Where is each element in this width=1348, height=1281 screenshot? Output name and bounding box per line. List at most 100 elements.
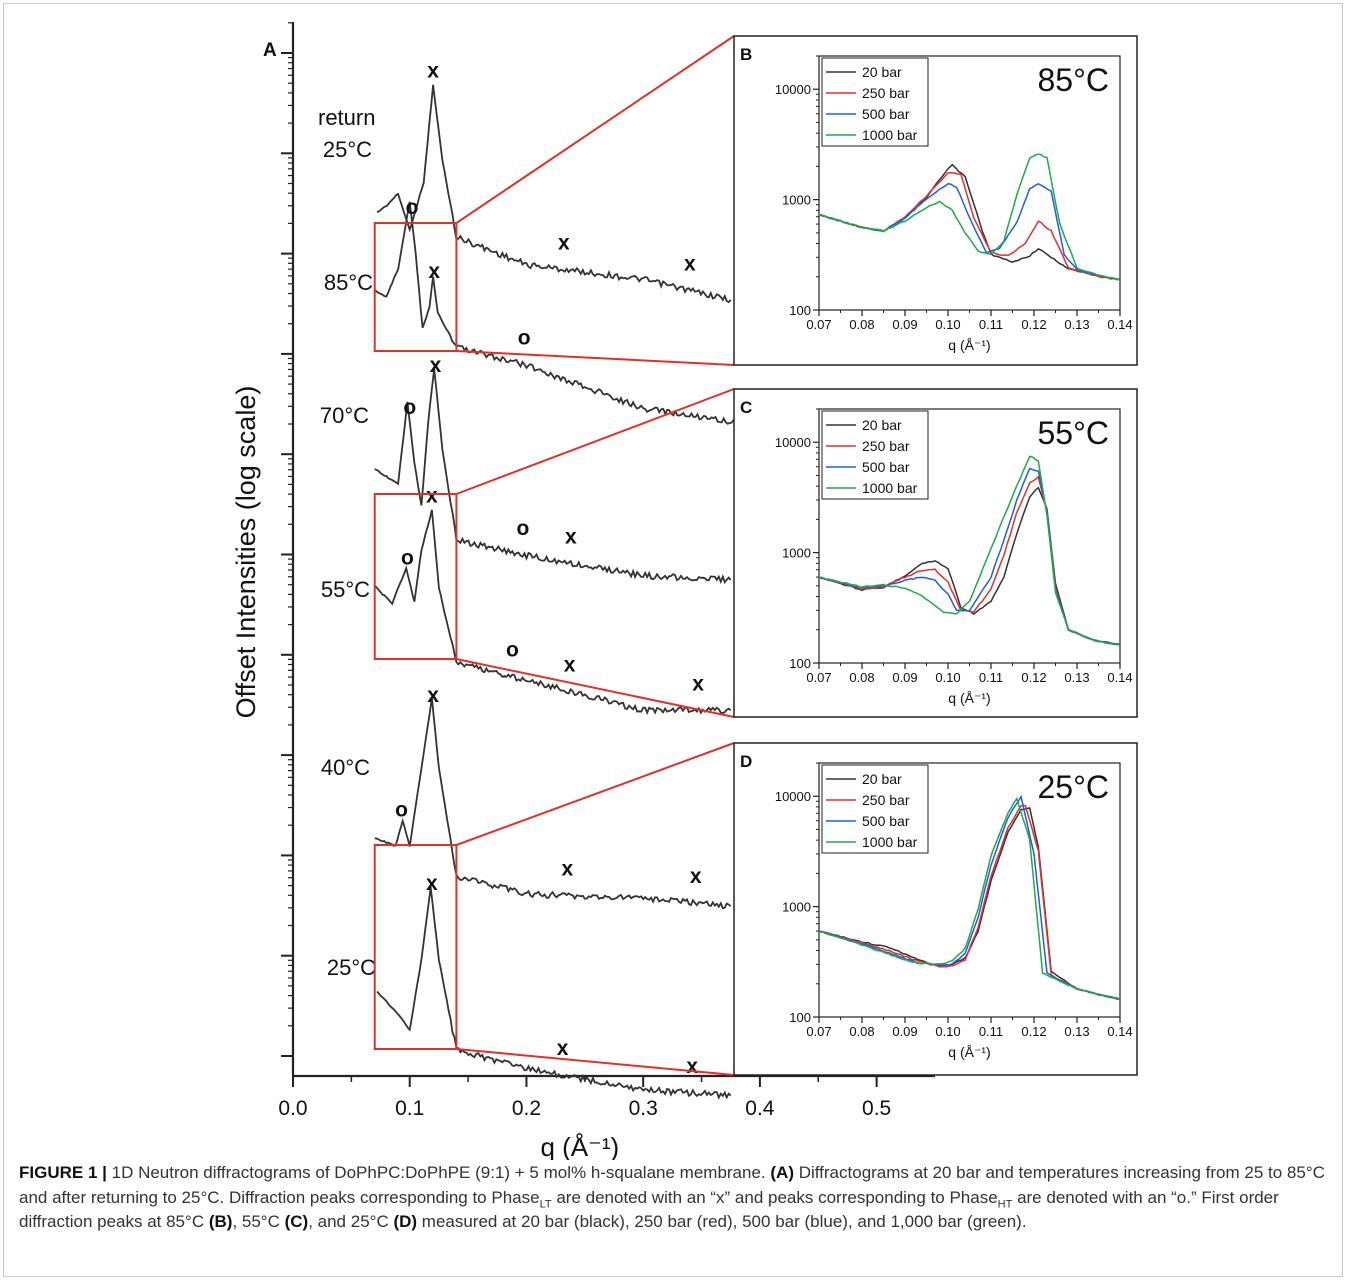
inset-legend-label: 1000 bar <box>862 480 918 496</box>
figure-canvas: 0.0 0.1 0.2 0.3 0.4 0.5 q (Å⁻¹) Offset Intensit… <box>231 22 1138 1160</box>
figure-frame <box>3 3 1343 1277</box>
inset-x-tick-label: 0.12 <box>1021 1024 1046 1039</box>
panel-a-series-label: 70°C <box>320 403 369 428</box>
panel-a-y-axis-label: Offset Intensities (log scale) <box>231 386 261 719</box>
peak-marker-o: o <box>406 196 419 219</box>
inset-temperature-title: 55°C <box>1038 415 1110 451</box>
panel-a-series-label-top: return <box>318 105 375 130</box>
panel-a-series-label: 25°C <box>327 955 376 980</box>
inset-x-tick-label: 0.12 <box>1021 317 1046 332</box>
inset-series-line <box>818 153 1121 281</box>
caption-text-6: , and 25°C <box>308 1212 394 1231</box>
inset-x-tick-label: 0.09 <box>892 1024 917 1039</box>
panel-a-x-axis-label: q (Å⁻¹) <box>540 1132 619 1160</box>
panel-a-series-label: 40°C <box>321 755 370 780</box>
caption-ref-b: (B) <box>208 1212 233 1231</box>
caption-sub-lt: LT <box>539 1197 552 1210</box>
caption-ref-d: (D) <box>393 1212 418 1231</box>
zoom-connectors <box>455 35 735 1076</box>
inset-legend-label: 20 bar <box>862 417 902 433</box>
inset-x-tick-label: 0.10 <box>935 1024 960 1039</box>
caption-text-5: , 55°C <box>232 1212 285 1231</box>
inset-series-line <box>818 455 1121 646</box>
peak-marker-o: o <box>401 547 414 570</box>
inset-legend-label: 500 bar <box>862 106 910 122</box>
panel-a-x-tick-label: 0.4 <box>745 1097 775 1120</box>
inset-frame <box>733 388 1138 718</box>
inset-y-tick-label: 10000 <box>775 82 811 97</box>
inset-y-tick-label: 1000 <box>782 900 811 915</box>
inset-x-tick-label: 0.08 <box>849 317 874 332</box>
peak-marker-x: x <box>690 865 702 888</box>
panel-c: C 55°C 0.07 0.08 0.09 0.10 0.11 0.12 0.13 0.14 q (… <box>733 388 1138 718</box>
panel-a-x-tick-label: 0.1 <box>395 1097 424 1120</box>
inset-x-tick-label: 0.10 <box>935 670 960 685</box>
zoom-connector-top <box>455 35 735 224</box>
panel-a-trace <box>374 697 732 910</box>
panel-a-series-label: 85°C <box>324 270 373 295</box>
peak-marker-o: o <box>518 327 531 350</box>
peak-marker-x: x <box>558 231 570 254</box>
panel-a-trace <box>374 509 732 716</box>
inset-legend-label: 20 bar <box>862 64 902 80</box>
inset-x-tick-label: 0.07 <box>806 317 831 332</box>
zoom-box <box>373 844 458 1050</box>
inset-legend-label: 20 bar <box>862 771 902 787</box>
zoom-connector-top <box>456 742 735 846</box>
inset-panel-letter: C <box>740 398 752 417</box>
inset-y-tick-label: 1000 <box>782 546 811 561</box>
zoom-connector-bottom <box>456 658 735 718</box>
inset-x-tick-label: 0.11 <box>979 317 1003 332</box>
zoom-box <box>373 222 458 352</box>
panel-a-x-tick-label: 0.3 <box>629 1097 658 1120</box>
peak-marker-x: x <box>564 653 576 676</box>
inset-x-tick-label: 0.13 <box>1064 1024 1089 1039</box>
inset-y-tick-label: 1000 <box>782 193 811 208</box>
peak-marker-x: x <box>427 59 439 82</box>
panel-a-letter: A <box>263 40 277 61</box>
inset-x-tick-label: 0.14 <box>1107 670 1132 685</box>
inset-x-tick-label: 0.14 <box>1107 317 1132 332</box>
inset-y-tick-label: 100 <box>789 1010 811 1025</box>
inset-x-tick-label: 0.10 <box>935 317 960 332</box>
peak-marker-x: x <box>557 1037 569 1060</box>
zoom-connector-bottom <box>456 350 735 366</box>
peak-marker-o: o <box>403 396 416 419</box>
inset-x-tick-label: 0.13 <box>1064 317 1089 332</box>
peak-marker-x: x <box>430 354 442 377</box>
peak-marker-x: x <box>684 252 696 275</box>
inset-legend-label: 250 bar <box>862 438 910 454</box>
inset-x-tick-label: 0.11 <box>979 670 1003 685</box>
panel-a-trace <box>376 84 732 304</box>
caption-ref-c: (C) <box>284 1212 309 1231</box>
zoom-connector-bottom <box>456 1048 735 1076</box>
inset-frame <box>733 742 1138 1076</box>
inset-legend-label: 500 bar <box>862 813 910 829</box>
inset-legend-label: 500 bar <box>862 459 910 475</box>
inset-x-tick-label: 0.07 <box>806 1024 831 1039</box>
panel-a-trace <box>374 368 732 585</box>
inset-y-tick-label: 10000 <box>775 435 811 450</box>
peak-marker-x: x <box>561 858 573 881</box>
caption-ref-a: (A) <box>770 1163 794 1182</box>
inset-y-tick-label: 100 <box>789 303 811 318</box>
inset-x-tick-label: 0.13 <box>1064 670 1089 685</box>
inset-panel-letter: B <box>740 45 752 64</box>
peak-marker-x: x <box>426 484 438 507</box>
panel-b: B 85°C 0.07 0.08 0.09 0.10 0.11 0.12 0.13 0.14 q (… <box>733 35 1138 366</box>
panel-a-x-tick-label: 0.0 <box>278 1097 307 1120</box>
peak-marker-o: o <box>395 799 408 822</box>
inset-y-tick-label: 100 <box>789 656 811 671</box>
panel-a-trace <box>376 886 732 1100</box>
peak-marker-x: x <box>565 525 577 548</box>
panel-a: 0.0 0.1 0.2 0.3 0.4 0.5 q (Å⁻¹) Offset Intensit… <box>231 22 935 1160</box>
peak-marker-x: x <box>426 872 438 895</box>
caption-text-2: Diffractograms at 20 bar and temperature… <box>19 1163 1325 1207</box>
inset-x-axis-label: q (Å⁻¹) <box>948 1044 990 1060</box>
peak-marker-o: o <box>517 517 530 540</box>
inset-x-tick-label: 0.08 <box>849 670 874 685</box>
inset-x-tick-label: 0.07 <box>806 670 831 685</box>
inset-legend-label: 250 bar <box>862 792 910 808</box>
zoom-connector-top <box>456 388 735 495</box>
peak-marker-x: x <box>428 260 440 283</box>
